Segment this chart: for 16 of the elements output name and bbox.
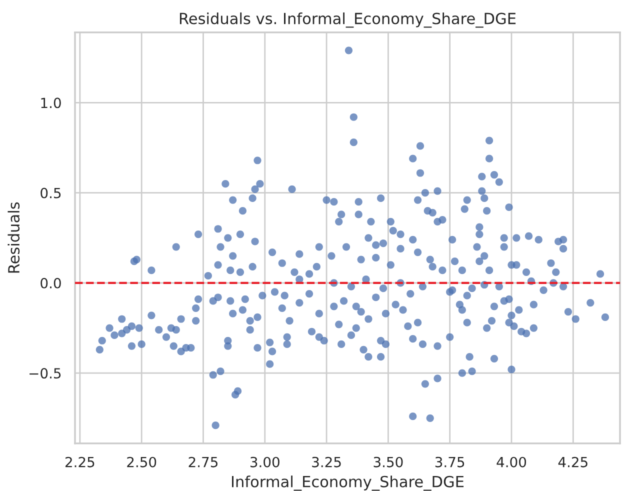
- y-tick-label: 0.5: [40, 188, 61, 198]
- x-tick-label: 3.25: [312, 456, 341, 468]
- y-axis-title: Residuals: [8, 202, 20, 273]
- x-tick-label: 2.75: [188, 456, 218, 468]
- y-tick-label: 1.0: [41, 98, 61, 108]
- x-tick-label: 3.00: [250, 456, 280, 468]
- x-tick-label: 4.00: [496, 456, 526, 468]
- y-tick-label: 0.0: [40, 278, 61, 288]
- chart-title: Residuals vs. Informal_Economy_Share_DGE: [180, 12, 516, 28]
- x-tick-label: 4.25: [558, 456, 588, 468]
- x-tick-label: 2.25: [65, 456, 94, 468]
- x-tick-label: 3.75: [435, 456, 464, 468]
- x-axis-title: Informal_Economy_Share_DGE: [232, 476, 464, 491]
- y-tick-label: −0.5: [30, 368, 61, 379]
- x-tick-label: 3.50: [374, 456, 403, 468]
- x-tick-label: 2.50: [127, 456, 156, 468]
